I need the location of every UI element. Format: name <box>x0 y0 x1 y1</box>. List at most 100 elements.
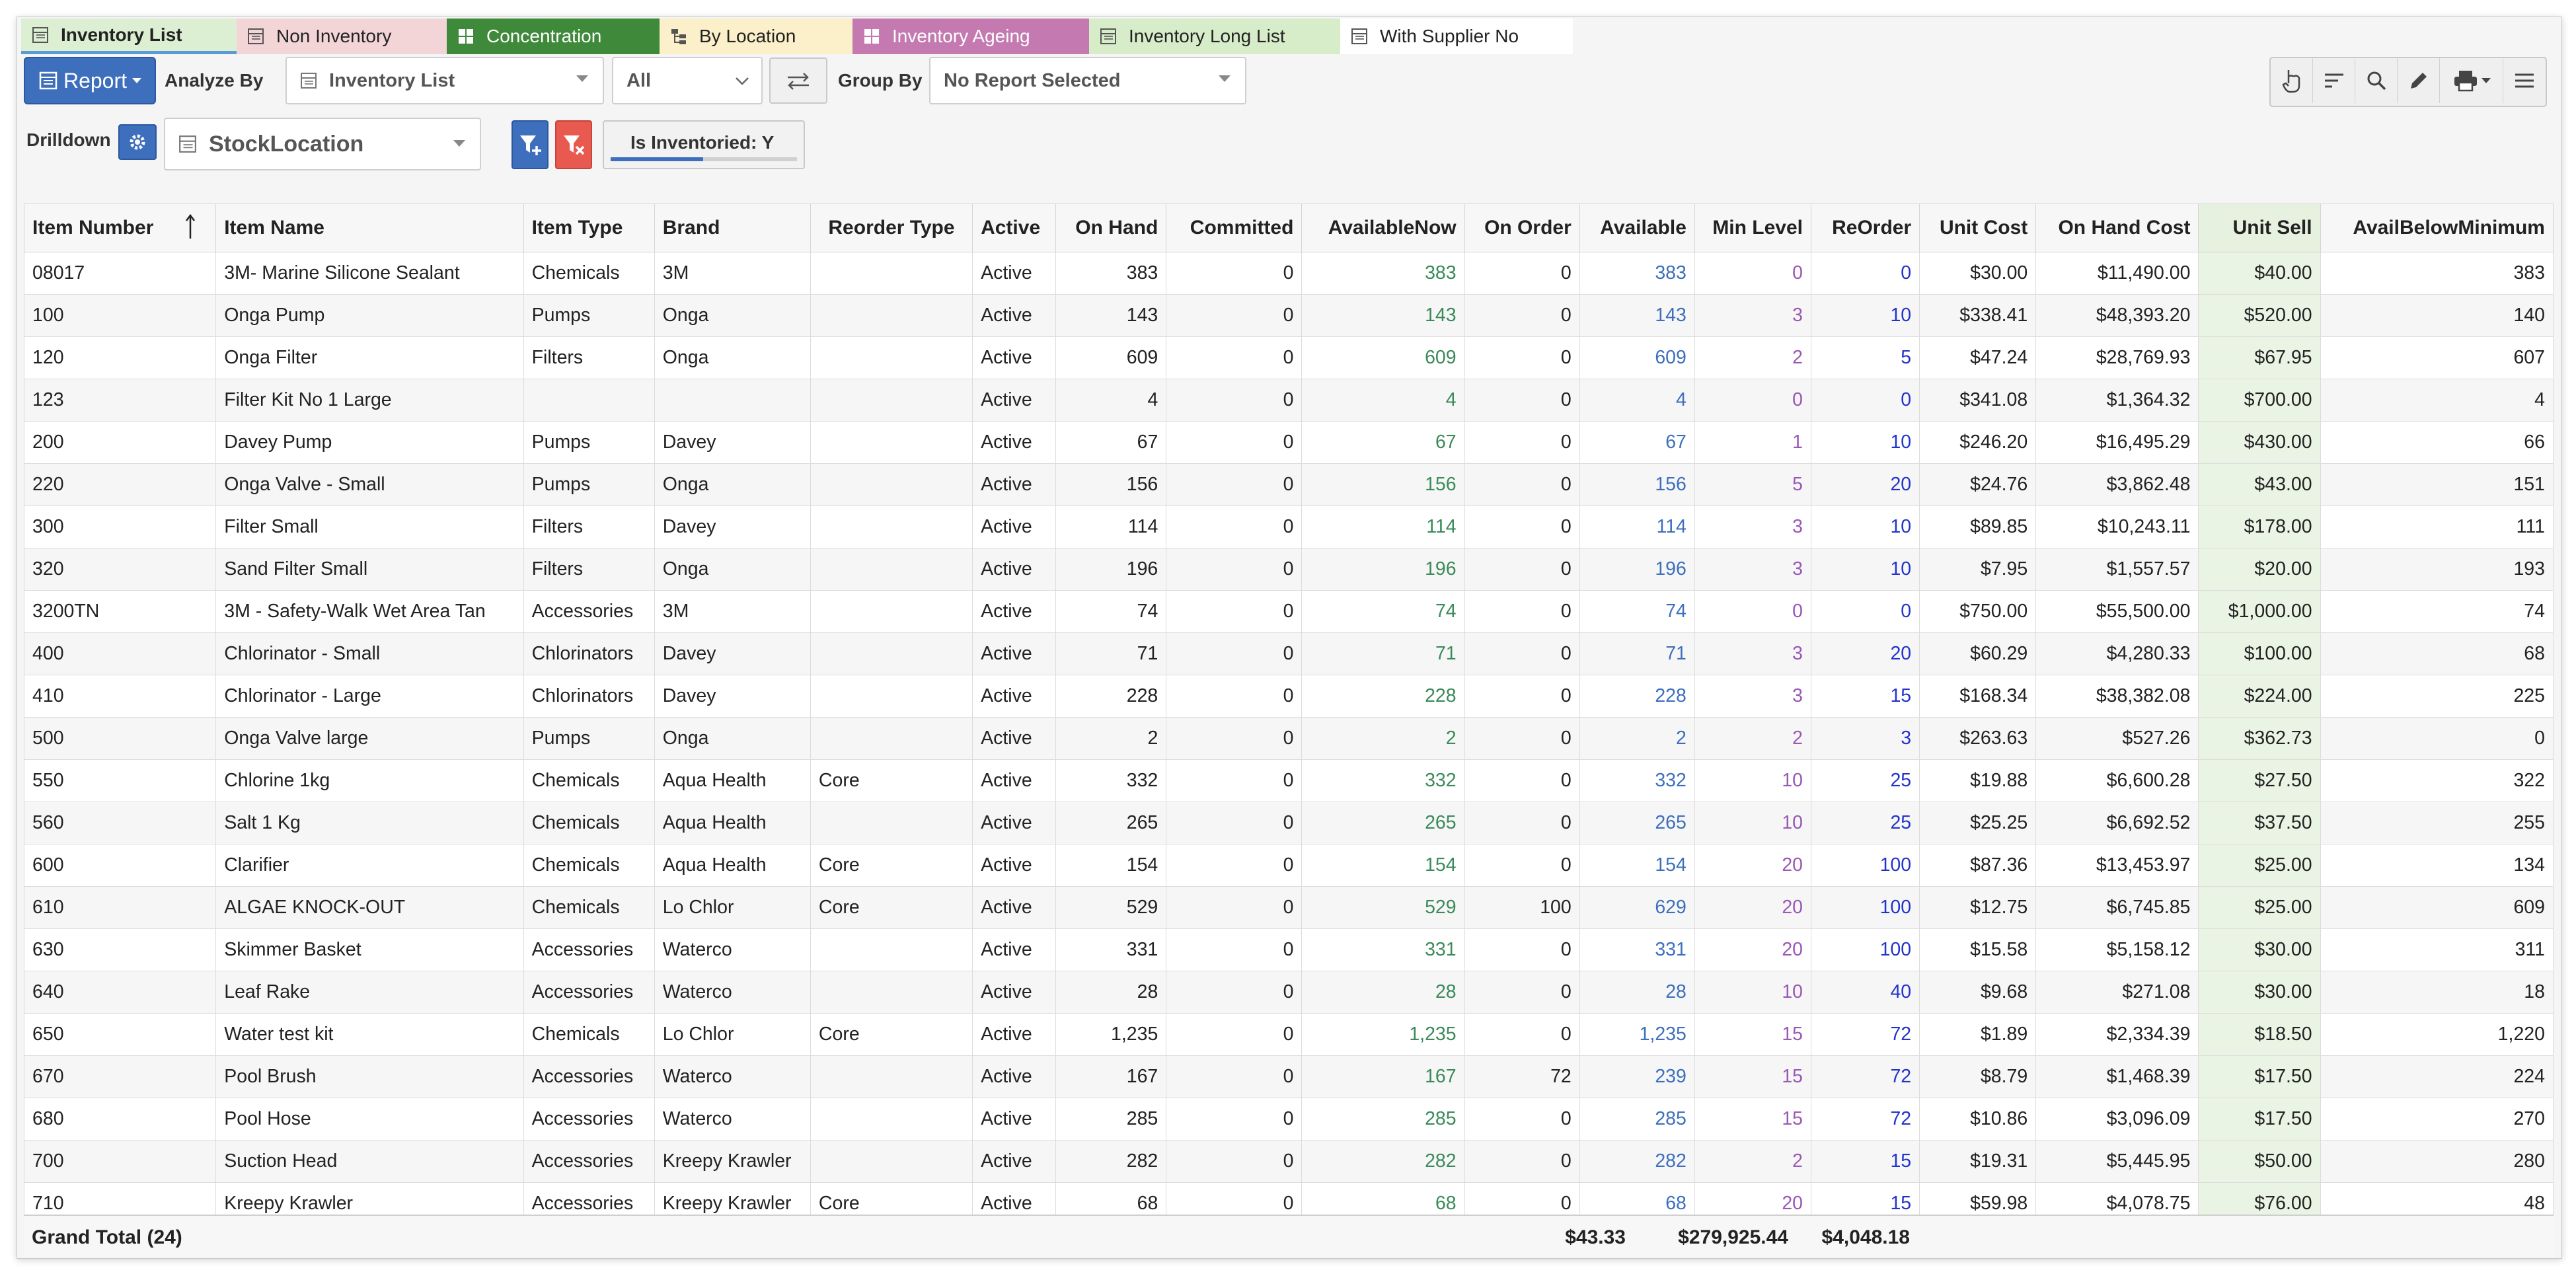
cell-min-level: 20 <box>1694 928 1812 971</box>
table-row[interactable]: 630 Skimmer Basket Accessories Waterco Activ… <box>24 928 2554 971</box>
table-row[interactable]: 700 Suction Head Accessories Kreepy Krawler… <box>24 1140 2554 1183</box>
column-header-item-number[interactable]: Item Number <box>24 204 217 252</box>
table-row[interactable]: 410 Chlorinator - Large Chlorinators Davey A… <box>24 675 2554 718</box>
table-row[interactable]: 220 Onga Valve - Small Pumps Onga Active 156 0… <box>24 463 2554 506</box>
clear-filter-button[interactable] <box>555 120 592 169</box>
tab-non-inventory[interactable]: Non Inventory <box>237 19 447 54</box>
column-header-committed[interactable]: Committed <box>1166 204 1303 252</box>
print-button[interactable] <box>2440 58 2503 103</box>
table-header-row: Item Number Item Name Item Type Brand Re… <box>24 204 2554 252</box>
swap-button[interactable] <box>769 57 827 104</box>
table-row[interactable]: 560 Salt 1 Kg Chemicals Aqua Health Active 26… <box>24 802 2554 844</box>
table-row[interactable]: 640 Leaf Rake Accessories Waterco Active 28 0 2… <box>24 971 2554 1014</box>
cell-committed: 0 <box>1166 802 1303 844</box>
analyze-by-label: Analyze By <box>165 70 264 91</box>
analyze-by-select[interactable]: Inventory List <box>285 57 604 104</box>
column-header-item-name[interactable]: Item Name <box>215 204 524 252</box>
cell-unit-sell: $18.50 <box>2198 1013 2321 1056</box>
column-header-item-type[interactable]: Item Type <box>523 204 655 252</box>
column-header-active[interactable]: Active <box>972 204 1057 252</box>
table-row[interactable]: 200 Davey Pump Pumps Davey Active 67 0 67 0 67 1 10… <box>24 421 2554 464</box>
cell-committed: 0 <box>1166 506 1303 548</box>
cell-item-number: 08017 <box>24 252 217 295</box>
sort-button[interactable] <box>2313 58 2355 103</box>
cell-committed: 0 <box>1166 1140 1303 1183</box>
cell-avail-below-minimum: 255 <box>2320 802 2554 844</box>
table-row[interactable]: 710 Kreepy Krawler Accessories Kreepy Krawl… <box>24 1182 2554 1215</box>
cell-item-type: Chemicals <box>523 886 655 929</box>
table-row[interactable]: 650 Water test kit Chemicals Lo Chlor Core Ac… <box>24 1013 2554 1056</box>
tab-inventory-list[interactable]: Inventory List <box>21 19 237 54</box>
cell-available: 383 <box>1579 252 1695 295</box>
cell-unit-cost: $87.36 <box>1919 844 2037 887</box>
table-row[interactable]: 120 Onga Filter Filters Onga Active 609 0 609 0 6… <box>24 336 2554 379</box>
table-row[interactable]: 123 Filter Kit No 1 Large Active 4 0 4 0 4 0 0 $34… <box>24 379 2554 422</box>
table-row[interactable]: 610 ALGAE KNOCK-OUT Chemicals Lo Chlor Core A… <box>24 886 2554 929</box>
column-header-unit-cost[interactable]: Unit Cost <box>1919 204 2037 252</box>
cell-on-hand-cost: $55,500.00 <box>2035 590 2199 633</box>
column-header-reorder-type[interactable]: Reorder Type <box>810 204 973 252</box>
tab-with-supplier-no[interactable]: With Supplier No <box>1340 19 1573 54</box>
cell-reorder: 0 <box>1811 379 1920 422</box>
chevron-down-icon <box>2481 78 2491 83</box>
cell-available-now: 1,235 <box>1301 1013 1465 1056</box>
cell-brand: Waterco <box>654 1098 811 1141</box>
column-header-on-hand[interactable]: On Hand <box>1055 204 1167 252</box>
cell-unit-sell: $362.73 <box>2198 717 2321 760</box>
add-filter-button[interactable] <box>511 120 549 169</box>
column-header-min-level[interactable]: Min Level <box>1694 204 1812 252</box>
table-row[interactable]: 08017 3M- Marine Silicone Sealant Chemical… <box>24 252 2554 295</box>
table-row[interactable]: 100 Onga Pump Pumps Onga Active 143 0 143 0 143 3 1… <box>24 294 2554 337</box>
table-row[interactable]: 670 Pool Brush Accessories Waterco Active 167… <box>24 1055 2554 1098</box>
table-row[interactable]: 400 Chlorinator - Small Chlorinators Davey A… <box>24 632 2554 675</box>
filter-select[interactable]: All <box>612 57 763 104</box>
column-header-brand[interactable]: Brand <box>654 204 811 252</box>
menu-button[interactable] <box>2503 58 2546 103</box>
table-row[interactable]: 680 Pool Hose Accessories Waterco Active 285 0… <box>24 1098 2554 1141</box>
edit-button[interactable] <box>2398 58 2440 103</box>
cell-reorder-type: Core <box>810 1013 973 1056</box>
cell-reorder: 20 <box>1811 463 1920 506</box>
table-row[interactable]: 500 Onga Valve large Pumps Onga Active 2 0 2 0 2 2… <box>24 717 2554 760</box>
table-row[interactable]: 320 Sand Filter Small Filters Onga Active 196… <box>24 548 2554 591</box>
column-header-available-now[interactable]: AvailableNow <box>1301 204 1465 252</box>
cell-avail-below-minimum: 607 <box>2320 336 2554 379</box>
cell-item-name: 3M - Safety-Walk Wet Area Tan <box>215 590 524 633</box>
column-header-on-order[interactable]: On Order <box>1464 204 1580 252</box>
column-header-available[interactable]: Available <box>1579 204 1695 252</box>
tab-concentration[interactable]: Concentration <box>447 19 660 54</box>
cell-active: Active <box>972 928 1057 971</box>
touch-mode-button[interactable] <box>2271 58 2313 103</box>
cell-item-name: Filter Kit No 1 Large <box>215 379 524 422</box>
cell-on-order: 0 <box>1464 1182 1580 1215</box>
drilldown-settings-button[interactable] <box>118 124 157 160</box>
tab-inventory-ageing[interactable]: Inventory Ageing <box>852 19 1089 54</box>
column-header-avail-below-minimum[interactable]: AvailBelowMinimum <box>2320 204 2554 252</box>
table-row[interactable]: 550 Chlorine 1kg Chemicals Aqua Health Core A… <box>24 759 2554 802</box>
table-row[interactable]: 3200TN 3M - Safety-Walk Wet Area Tan Acces… <box>24 590 2554 633</box>
filter-chip[interactable]: Is Inventoried: Y <box>603 120 805 169</box>
cell-reorder-type <box>810 379 973 422</box>
cell-on-hand: 68 <box>1055 1182 1167 1215</box>
cell-available: 331 <box>1579 928 1695 971</box>
drilldown-select[interactable]: StockLocation <box>164 118 481 170</box>
cell-reorder: 10 <box>1811 294 1920 337</box>
column-header-unit-sell[interactable]: Unit Sell <box>2198 204 2321 252</box>
cell-item-type: Accessories <box>523 1055 655 1098</box>
report-button[interactable]: Report <box>24 57 156 104</box>
column-header-on-hand-cost[interactable]: On Hand Cost <box>2035 204 2199 252</box>
cell-on-order: 0 <box>1464 421 1580 464</box>
table-row[interactable]: 600 Clarifier Chemicals Aqua Health Core Acti… <box>24 844 2554 887</box>
cell-item-name: Davey Pump <box>215 421 524 464</box>
cell-item-name: Salt 1 Kg <box>215 802 524 844</box>
tab-inventory-long-list[interactable]: Inventory Long List <box>1089 19 1340 54</box>
tab-by-location[interactable]: By Location <box>660 19 852 54</box>
search-button[interactable] <box>2355 58 2398 103</box>
group-by-select[interactable]: No Report Selected <box>929 57 1246 104</box>
sort-ascending-icon[interactable] <box>185 213 196 240</box>
column-header-reorder[interactable]: ReOrder <box>1811 204 1920 252</box>
cell-unit-sell: $520.00 <box>2198 294 2321 337</box>
table-row[interactable]: 300 Filter Small Filters Davey Active 114 0 114… <box>24 506 2554 548</box>
cell-active: Active <box>972 1140 1057 1183</box>
cell-on-hand: 28 <box>1055 971 1167 1014</box>
